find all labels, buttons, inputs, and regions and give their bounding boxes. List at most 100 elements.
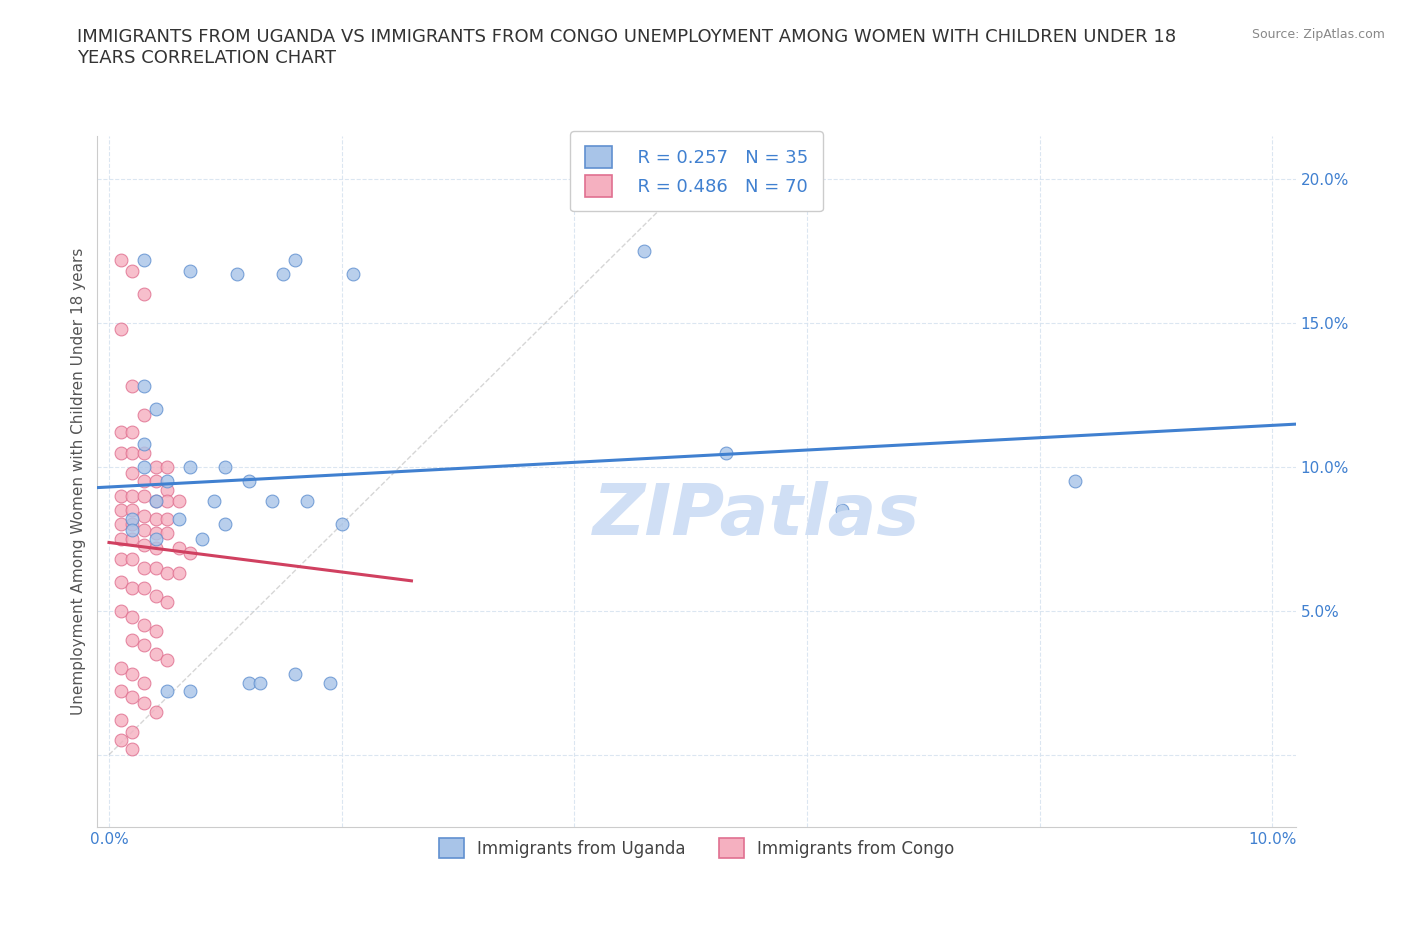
Point xyxy=(121,724,143,739)
Point xyxy=(145,623,167,638)
Point xyxy=(156,494,179,509)
Point xyxy=(284,667,307,682)
Point xyxy=(145,560,167,575)
Point xyxy=(295,494,318,509)
Point xyxy=(121,502,143,517)
Point xyxy=(132,580,155,595)
Point xyxy=(167,566,190,581)
Point xyxy=(132,474,155,489)
Point xyxy=(273,267,295,282)
Point xyxy=(156,652,179,667)
Point xyxy=(121,425,143,440)
Point xyxy=(132,696,155,711)
Point xyxy=(132,509,155,524)
Point xyxy=(238,474,260,489)
Text: IMMIGRANTS FROM UGANDA VS IMMIGRANTS FROM CONGO UNEMPLOYMENT AMONG WOMEN WITH CH: IMMIGRANTS FROM UGANDA VS IMMIGRANTS FRO… xyxy=(77,28,1177,67)
Point xyxy=(156,512,179,526)
Point xyxy=(145,474,167,489)
Point xyxy=(145,531,167,546)
Point xyxy=(145,589,167,604)
Point xyxy=(121,264,143,279)
Point xyxy=(132,407,155,422)
Point xyxy=(121,488,143,503)
Point xyxy=(110,252,132,267)
Point xyxy=(132,436,155,451)
Point xyxy=(156,474,179,489)
Point xyxy=(121,741,143,756)
Point xyxy=(167,540,190,555)
Point xyxy=(179,684,201,698)
Point xyxy=(156,595,179,610)
Point xyxy=(156,566,179,581)
Point xyxy=(145,494,167,509)
Point xyxy=(156,684,179,698)
Point xyxy=(145,704,167,719)
Point xyxy=(110,604,132,618)
Point xyxy=(145,459,167,474)
Point xyxy=(110,502,132,517)
Point xyxy=(238,675,260,690)
Point xyxy=(110,321,132,336)
Point xyxy=(132,379,155,393)
Point xyxy=(249,675,271,690)
Point xyxy=(110,661,132,676)
Point xyxy=(121,690,143,705)
Point xyxy=(145,540,167,555)
Point xyxy=(121,445,143,460)
Point xyxy=(110,684,132,698)
Point xyxy=(167,494,190,509)
Legend: Immigrants from Uganda, Immigrants from Congo: Immigrants from Uganda, Immigrants from … xyxy=(430,830,963,867)
Point xyxy=(132,523,155,538)
Point xyxy=(145,494,167,509)
Point xyxy=(132,675,155,690)
Point xyxy=(179,546,201,561)
Point xyxy=(831,502,853,517)
Point xyxy=(132,286,155,301)
Point xyxy=(214,459,236,474)
Point xyxy=(132,538,155,552)
Point xyxy=(226,267,249,282)
Point xyxy=(145,512,167,526)
Point xyxy=(156,459,179,474)
Point xyxy=(121,379,143,393)
Point xyxy=(260,494,283,509)
Point xyxy=(121,517,143,532)
Point xyxy=(110,531,132,546)
Point xyxy=(110,712,132,727)
Point xyxy=(132,445,155,460)
Point xyxy=(167,512,190,526)
Point xyxy=(121,580,143,595)
Point xyxy=(110,425,132,440)
Point xyxy=(121,609,143,624)
Point xyxy=(121,531,143,546)
Point xyxy=(1063,474,1085,489)
Point xyxy=(110,551,132,566)
Y-axis label: Unemployment Among Women with Children Under 18 years: Unemployment Among Women with Children U… xyxy=(72,247,86,715)
Point xyxy=(319,675,342,690)
Point xyxy=(132,252,155,267)
Point xyxy=(132,459,155,474)
Point xyxy=(121,632,143,647)
Point xyxy=(145,402,167,417)
Point xyxy=(179,264,201,279)
Point xyxy=(330,517,353,532)
Point xyxy=(121,465,143,480)
Point xyxy=(132,488,155,503)
Point xyxy=(145,646,167,661)
Point xyxy=(110,733,132,748)
Point xyxy=(202,494,225,509)
Point xyxy=(714,445,737,460)
Point xyxy=(156,525,179,540)
Point xyxy=(156,483,179,498)
Point xyxy=(284,252,307,267)
Point xyxy=(145,525,167,540)
Point xyxy=(121,667,143,682)
Point xyxy=(191,531,214,546)
Text: ZIPatlas: ZIPatlas xyxy=(593,482,920,551)
Point xyxy=(121,523,143,538)
Point xyxy=(214,517,236,532)
Point xyxy=(110,575,132,590)
Point xyxy=(132,618,155,632)
Point xyxy=(121,551,143,566)
Point xyxy=(633,244,655,259)
